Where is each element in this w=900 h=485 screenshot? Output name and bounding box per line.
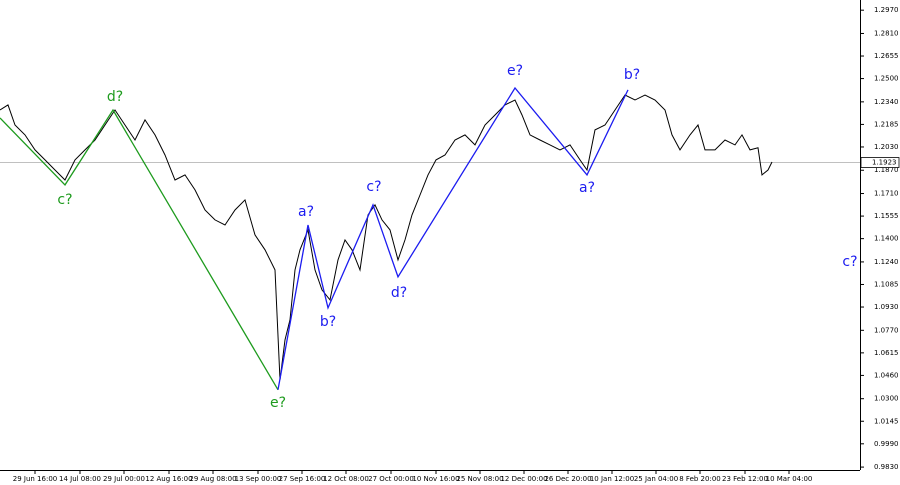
x-tick-label: 12 Oct 08:00	[323, 475, 369, 483]
wave-label: a?	[579, 180, 595, 196]
wave-label: a?	[298, 204, 314, 220]
y-tick-label: 0.9830	[874, 463, 899, 471]
x-tick-label: 14 Jul 08:00	[59, 475, 101, 483]
y-tick-label: 1.1870	[874, 166, 899, 174]
x-tick-label: 10 Mar 04:00	[766, 475, 813, 483]
y-tick-label: 1.0460	[874, 371, 899, 379]
y-tick-label: 1.1555	[874, 212, 899, 220]
wave-label: e?	[270, 395, 286, 411]
y-tick-label: 1.1240	[874, 258, 899, 266]
x-tick-label: 8 Feb 20:00	[679, 475, 720, 483]
x-tick-label: 25 Jan 04:00	[634, 475, 678, 483]
wave-label: b?	[624, 67, 640, 83]
y-tick-label: 1.2185	[874, 120, 899, 128]
x-tick-label: 12 Dec 00:00	[500, 475, 547, 483]
y-tick-label: 1.0770	[874, 326, 899, 334]
y-tick-label: 1.1085	[874, 280, 899, 288]
y-tick-label: 1.0615	[874, 349, 899, 357]
wave-label: d?	[107, 89, 123, 105]
y-tick-label: 1.0145	[874, 417, 899, 425]
y-tick-label: 1.2655	[874, 52, 899, 60]
x-tick-label: 26 Dec 20:00	[544, 475, 591, 483]
last-price-label: 1.1923	[872, 159, 897, 167]
x-tick-label: 29 Jul 00:00	[103, 475, 145, 483]
y-tick-label: 1.1710	[874, 190, 899, 198]
y-tick-label: 1.2340	[874, 98, 899, 106]
y-tick-label: 1.0930	[874, 303, 899, 311]
y-tick-label: 1.2030	[874, 143, 899, 151]
y-tick-label: 1.2810	[874, 29, 899, 37]
x-tick-label: 23 Feb 12:00	[722, 475, 768, 483]
wave-line	[0, 108, 279, 391]
y-tick-label: 0.9990	[874, 440, 899, 448]
last-price-box	[860, 157, 900, 168]
x-tick-label: 29 Aug 08:00	[189, 475, 236, 483]
x-tick-label: 25 Nov 08:00	[456, 475, 503, 483]
x-tick-label: 10 Jan 12:00	[590, 475, 634, 483]
wave-label: b?	[320, 314, 336, 330]
y-tick-label: 1.1400	[874, 235, 899, 243]
x-tick-label: 27 Sep 16:00	[279, 475, 326, 483]
x-tick-label: 10 Nov 16:00	[412, 475, 459, 483]
wave-label: e?	[507, 63, 523, 79]
x-tick-label: 29 Jun 16:00	[13, 475, 57, 483]
x-tick-label: 27 Oct 00:00	[368, 475, 414, 483]
y-tick-label: 1.2970	[874, 6, 899, 14]
wave-label: d?	[391, 285, 407, 301]
wave-label: c?	[366, 179, 381, 195]
price-line	[0, 94, 773, 380]
wave-label: c?	[842, 254, 857, 270]
y-tick-label: 1.0300	[874, 395, 899, 403]
wave-label: c?	[57, 192, 72, 208]
x-tick-label: 12 Aug 16:00	[145, 475, 192, 483]
wave-line	[277, 86, 629, 390]
y-tick-label: 1.2500	[874, 75, 899, 83]
x-tick-label: 13 Sep 00:00	[235, 475, 282, 483]
